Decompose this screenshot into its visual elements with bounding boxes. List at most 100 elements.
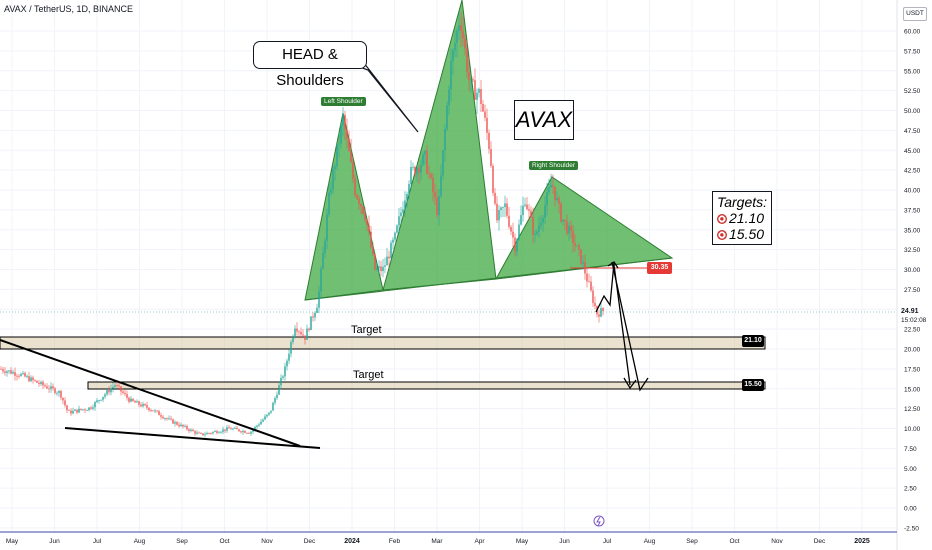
price-tick-label: 50.00 xyxy=(904,108,921,115)
candle-body xyxy=(570,225,572,231)
candle-body xyxy=(264,416,266,420)
candle-body xyxy=(234,427,236,429)
candle-body xyxy=(582,262,584,264)
price-tick-label: 32.50 xyxy=(904,247,921,254)
candle-body xyxy=(204,434,206,436)
candle-body xyxy=(464,38,466,49)
target-row-2: 15.50 xyxy=(713,226,771,242)
candle-body xyxy=(130,398,132,402)
candle-body xyxy=(216,431,218,433)
chart-symbol[interactable]: AVAX / TetherUS, 1D, BINANCE xyxy=(4,4,134,14)
candle-body xyxy=(576,245,578,247)
candle-body xyxy=(252,429,254,432)
candle-body xyxy=(42,381,44,386)
candle-body xyxy=(486,117,488,133)
projection-path xyxy=(595,261,649,392)
candle-body xyxy=(236,427,238,430)
candle-body xyxy=(134,401,136,403)
candle-body xyxy=(296,328,298,332)
candle-body xyxy=(12,372,14,374)
candle-body xyxy=(362,206,364,214)
candle-body xyxy=(178,424,180,427)
candle-body xyxy=(508,215,510,227)
price-tick-label: -2.50 xyxy=(904,525,919,532)
candle-body xyxy=(350,151,352,162)
candle-body xyxy=(586,273,588,282)
candle-body xyxy=(110,388,112,393)
candle-body xyxy=(458,25,460,31)
candle-body xyxy=(68,410,70,412)
candle-body xyxy=(408,183,410,195)
candle-body xyxy=(492,165,494,193)
candle-body xyxy=(448,89,450,106)
candle-body xyxy=(444,129,446,151)
candle-body xyxy=(498,210,500,221)
candle-body xyxy=(32,377,34,381)
candle-body xyxy=(106,390,108,395)
candle-body xyxy=(54,388,56,394)
candle-body xyxy=(230,428,232,430)
candle-body xyxy=(324,240,326,254)
candle-body xyxy=(132,398,134,402)
candle-body xyxy=(450,61,452,90)
price-tick-label: 22.50 xyxy=(904,327,921,334)
target-label-lower: Target xyxy=(353,369,384,381)
candle-body xyxy=(502,207,504,208)
candle-body xyxy=(334,166,336,170)
price-tick-label: 2.50 xyxy=(904,486,917,493)
candle-body xyxy=(60,391,62,398)
candle-body xyxy=(232,428,234,430)
candle-body xyxy=(208,432,210,434)
price-tick-label: 12.50 xyxy=(904,406,921,413)
candle-body xyxy=(138,401,140,405)
candle-body xyxy=(548,187,550,193)
candle-body xyxy=(150,410,152,411)
candle-body xyxy=(268,412,270,415)
candle-body xyxy=(166,418,168,419)
currency-badge[interactable]: USDT xyxy=(903,7,927,21)
candlesticks xyxy=(0,11,604,438)
target-value-1: 21.10 xyxy=(729,210,765,226)
last-price: 24.91 xyxy=(901,308,919,315)
candle-body xyxy=(38,382,40,384)
targets-title: Targets: xyxy=(716,194,768,210)
candle-body xyxy=(96,400,98,403)
candle-body xyxy=(520,215,522,225)
candle-body xyxy=(510,226,512,232)
time-tick-label: Sep xyxy=(176,538,188,545)
candle-body xyxy=(466,48,468,72)
candle-body xyxy=(192,429,194,432)
price-tick-label: 10.00 xyxy=(904,426,921,433)
candle-body xyxy=(14,372,16,376)
candle-body xyxy=(530,210,532,217)
candle-body xyxy=(428,173,430,175)
candle-body xyxy=(434,192,436,198)
time-axis: May Jun Jul Aug Sep Oct Nov Dec 2024 Feb Mar Apr May… xyxy=(6,538,870,545)
candle-body xyxy=(174,422,176,424)
price-tick-label: 47.50 xyxy=(904,128,921,135)
candle-body xyxy=(416,168,418,175)
candle-body xyxy=(50,386,52,390)
candle-body xyxy=(346,129,348,139)
time-tick-label: Aug xyxy=(134,538,146,545)
candle-body xyxy=(336,144,338,167)
candle-body xyxy=(462,31,464,39)
candle-body xyxy=(358,198,360,205)
candle-body xyxy=(116,385,118,387)
candle-body xyxy=(598,314,600,317)
candle-body xyxy=(146,405,148,408)
price-tick-label: 55.00 xyxy=(904,68,921,75)
candle-body xyxy=(2,369,4,372)
candle-body xyxy=(468,71,470,81)
candle-body xyxy=(426,150,428,174)
candle-body xyxy=(524,204,526,206)
candle-body xyxy=(564,219,566,222)
candle-body xyxy=(364,213,366,220)
candle-body xyxy=(396,225,398,233)
candle-body xyxy=(122,391,124,393)
candle-body xyxy=(290,341,292,354)
candle-body xyxy=(306,328,308,340)
price-tick-label: 42.50 xyxy=(904,168,921,175)
candle-body xyxy=(552,185,554,187)
